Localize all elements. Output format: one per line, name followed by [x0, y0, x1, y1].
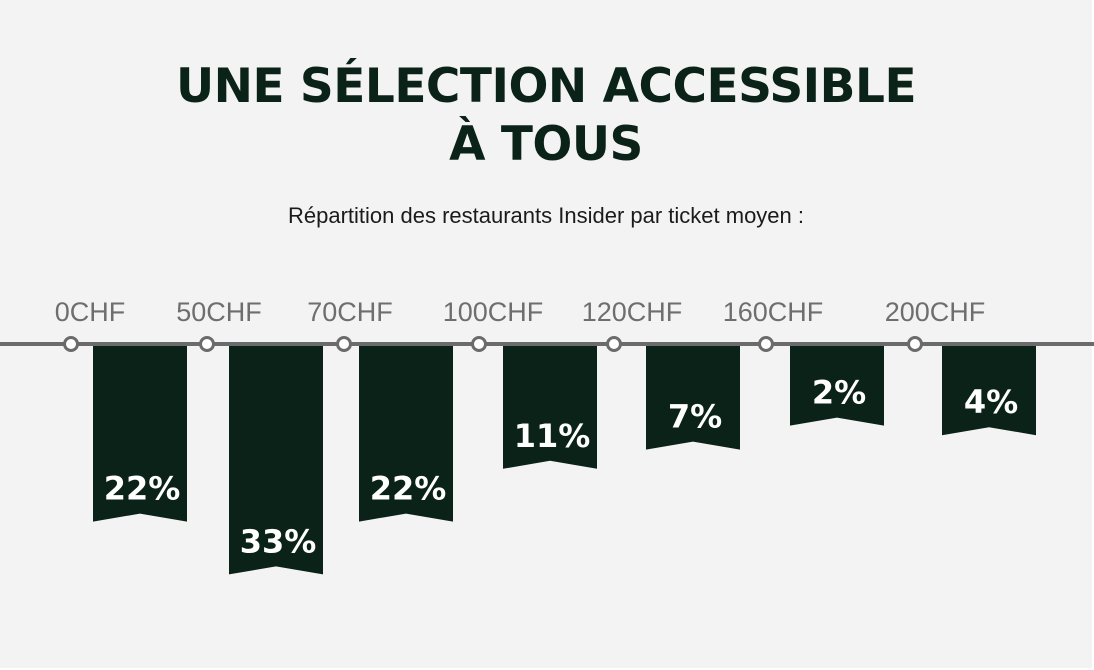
bar-banner-1 [93, 346, 187, 522]
axis-node-4 [471, 336, 487, 352]
axis-node-5 [606, 336, 622, 352]
tick-label-6: 160CHF [723, 297, 824, 327]
bar-value-label-5: 7% [668, 398, 722, 436]
title-line-1: UNE SÉLECTION ACCESSIBLE [175, 59, 917, 114]
bar-value-label-3: 22% [370, 470, 447, 508]
bar-banner-2 [229, 346, 323, 575]
bar-banner-4 [503, 346, 597, 469]
bar-banner-7 [942, 346, 1036, 436]
chart-subtitle: Répartition des restaurants Insider par … [287, 203, 805, 228]
axis-node-1 [63, 336, 79, 352]
bar-value-label-1: 22% [104, 470, 181, 508]
bar-value-label-2: 33% [240, 522, 317, 560]
bar-value-label-7: 4% [964, 383, 1018, 421]
bar-banner-3 [359, 346, 453, 522]
bar-banner-6 [790, 346, 884, 426]
tick-label-3: 70CHF [307, 297, 393, 327]
axis-node-2 [199, 336, 215, 352]
axis-node-7 [907, 336, 923, 352]
tick-label-1: 0CHF [55, 297, 126, 327]
page-title: UNE SÉLECTION ACCESSIBLE À TOUS [0, 58, 1092, 174]
tick-label-5: 120CHF [582, 297, 683, 327]
bar-banner-5 [646, 346, 740, 450]
tick-label-7: 200CHF [885, 297, 986, 327]
tick-label-2: 50CHF [176, 297, 262, 327]
bar-value-label-4: 11% [514, 417, 591, 455]
axis-node-6 [758, 336, 774, 352]
axis-node-3 [336, 336, 352, 352]
tick-label-4: 100CHF [443, 297, 544, 327]
title-line-2: À TOUS [449, 117, 643, 172]
bar-value-label-6: 2% [812, 374, 866, 412]
